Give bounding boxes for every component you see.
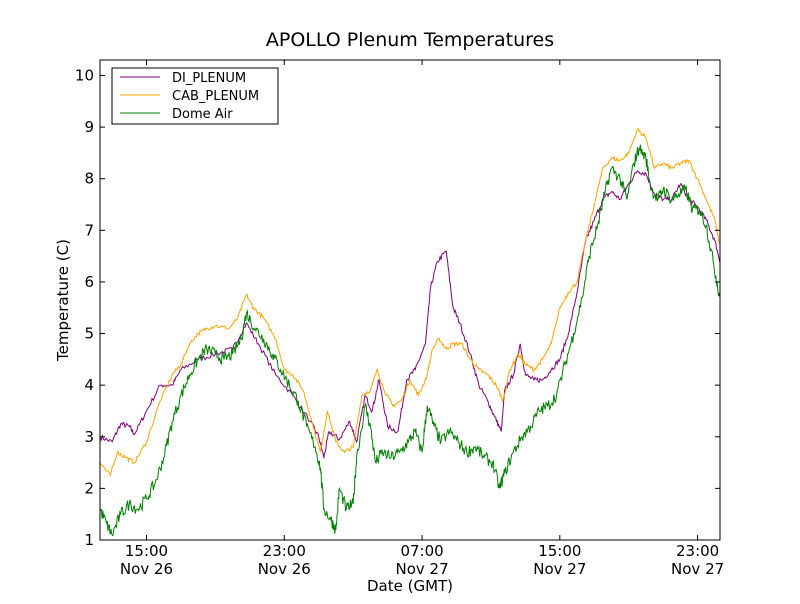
x-tick-label-date: Nov 27 <box>533 560 586 578</box>
x-axis-label: Date (GMT) <box>367 577 453 595</box>
y-tick-label: 1 <box>84 531 94 549</box>
x-tick-label-time: 07:00 <box>400 542 443 560</box>
y-tick-label: 3 <box>84 428 94 446</box>
y-tick-label: 7 <box>84 221 94 239</box>
series-line-dome-air <box>99 144 721 537</box>
y-tick-label: 8 <box>84 170 94 188</box>
x-tick-label-time: 23:00 <box>263 542 306 560</box>
y-axis-label: Temperature (C) <box>54 239 72 362</box>
legend-label-cab-plenum: CAB_PLENUM <box>172 89 259 104</box>
plot-frame <box>99 59 721 541</box>
chart-title: APOLLO Plenum Temperatures <box>266 29 554 51</box>
series-line-di-plenum <box>99 170 721 460</box>
x-tick-label-date: Nov 26 <box>258 560 311 578</box>
y-tick-label: 4 <box>84 376 94 394</box>
y-tick-label: 2 <box>84 479 94 497</box>
legend-label-dome-air: Dome Air <box>172 107 233 122</box>
series-layer <box>99 127 721 537</box>
x-tick-label-date: Nov 27 <box>395 560 448 578</box>
y-tick-label: 5 <box>84 325 94 343</box>
y-tick-label: 6 <box>84 273 94 291</box>
legend-label-di-plenum: DI_PLENUM <box>172 71 246 86</box>
x-tick-label-time: 15:00 <box>125 542 168 560</box>
series-line-cab-plenum <box>99 127 721 478</box>
x-tick-label-date: Nov 27 <box>671 560 724 578</box>
y-tick-label: 9 <box>84 118 94 136</box>
x-tick-label-time: 23:00 <box>676 542 719 560</box>
x-tick-label-time: 15:00 <box>538 542 581 560</box>
legend: DI_PLENUM CAB_PLENUM Dome Air <box>111 67 279 125</box>
y-tick-label: 10 <box>75 66 94 84</box>
x-tick-label-date: Nov 26 <box>120 560 173 578</box>
